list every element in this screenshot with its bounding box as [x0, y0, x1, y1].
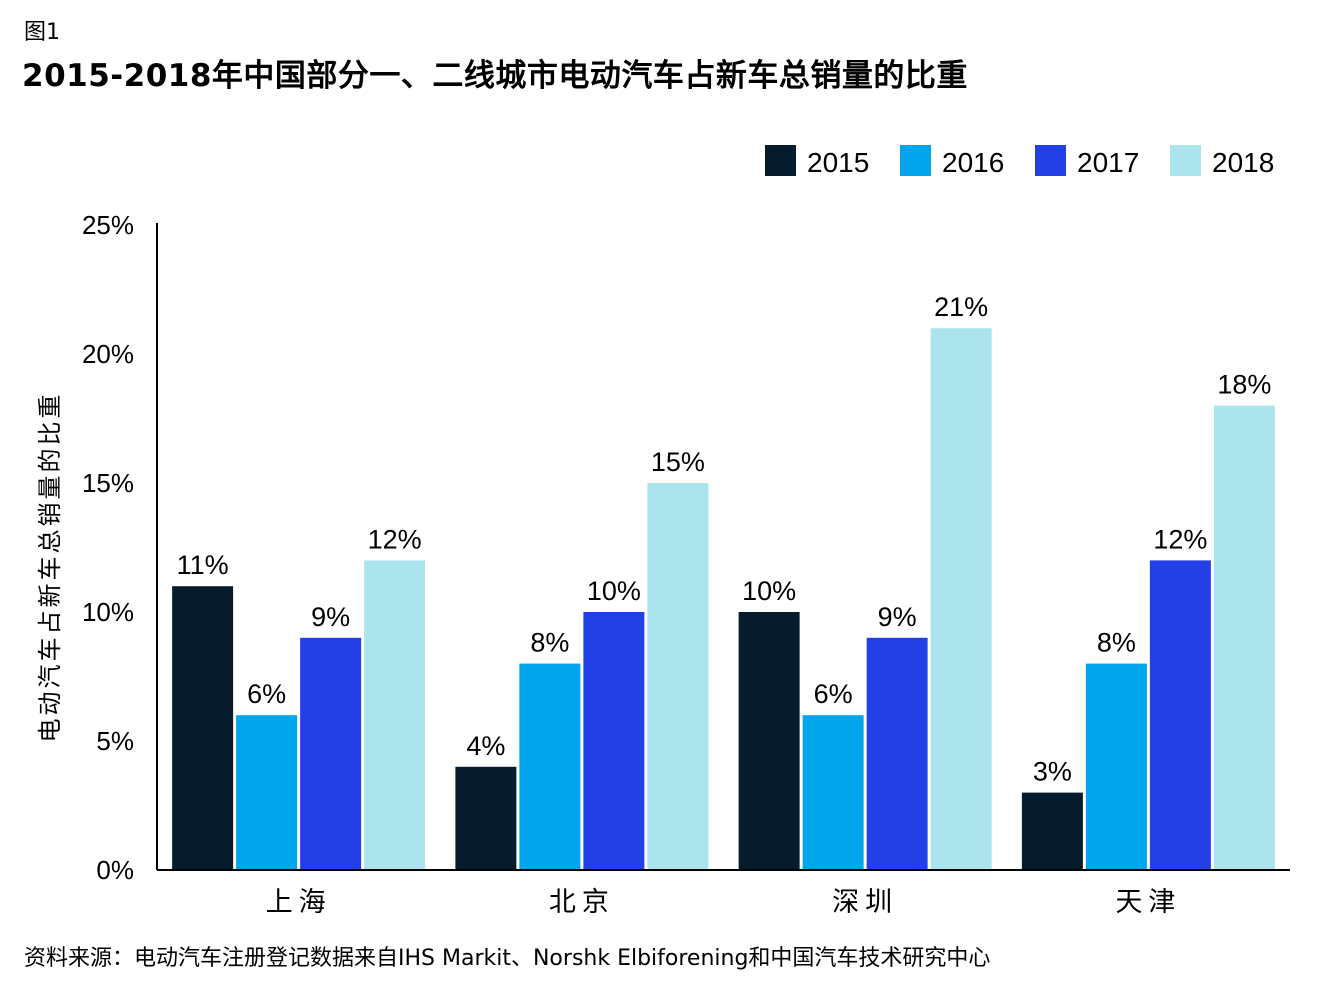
y-tick-label: 0% [96, 855, 134, 885]
bar-value-label: 6% [247, 679, 286, 709]
y-axis-label: 电动汽车占新车总销量的比重 [36, 392, 64, 743]
x-tick-label: 北京 [549, 887, 615, 918]
legend-swatch [1035, 145, 1066, 176]
bar-2018 [1213, 405, 1275, 870]
bar-2015 [172, 586, 234, 870]
bar-2016 [519, 663, 581, 870]
bar-2016 [1085, 663, 1147, 870]
bar-value-label: 6% [814, 679, 853, 709]
bar-2017 [866, 637, 928, 870]
bar-2017 [300, 637, 362, 870]
bar-value-label: 9% [311, 602, 350, 632]
legend-label: 2016 [942, 147, 1004, 178]
legend-swatch [1170, 145, 1201, 176]
y-axis: 0% 5% 10% 15% 20% 25% [82, 210, 158, 885]
y-tick-label: 20% [82, 339, 134, 369]
bar-labels-group: 11% 6% 9% 12% 4% 8% 10% 15% 10% 6% 9% 21% 3% 8% 12% 18% [177, 292, 1272, 786]
bar-value-label: 18% [1217, 370, 1271, 400]
bar-value-label: 4% [466, 731, 505, 761]
bar-value-label: 21% [934, 292, 988, 322]
bar-2016 [236, 715, 298, 870]
figure-label: 图1 [24, 20, 60, 45]
bar-value-label: 10% [742, 576, 796, 606]
legend-swatch [900, 145, 931, 176]
bar-value-label: 10% [587, 576, 641, 606]
bar-value-label: 15% [651, 447, 705, 477]
y-tick-label: 5% [96, 726, 134, 756]
bar-value-label: 8% [530, 628, 569, 658]
bar-value-label: 12% [1153, 524, 1207, 554]
bar-2016 [802, 715, 864, 870]
x-axis: 上海 北京 深圳 天津 [157, 869, 1290, 918]
legend-label: 2017 [1077, 147, 1139, 178]
legend: 2015 2016 2017 2018 [765, 145, 1274, 178]
bar-value-label: 3% [1033, 757, 1072, 787]
source-note: 资料来源：电动汽车注册登记数据来自IHS Markit、Norshk Elbif… [24, 946, 991, 971]
bars-group [172, 328, 1275, 870]
bar-2017 [1149, 560, 1211, 870]
bar-2015 [455, 766, 517, 870]
bar-2018 [930, 328, 992, 870]
x-tick-label: 天津 [1115, 887, 1181, 918]
bar-value-label: 11% [177, 550, 229, 580]
bar-value-label: 8% [1097, 628, 1136, 658]
bar-2015 [1021, 792, 1083, 870]
bar-2015 [738, 612, 800, 870]
chart-title: 2015-2018年中国部分一、二线城市电动汽车占新车总销量的比重 [22, 58, 968, 94]
bar-value-label: 12% [368, 524, 422, 554]
bar-2018 [647, 483, 709, 870]
legend-label: 2015 [807, 147, 869, 178]
bar-2017 [583, 612, 645, 870]
bar-2018 [364, 560, 426, 870]
y-tick-label: 10% [82, 597, 134, 627]
y-tick-label: 15% [82, 468, 134, 498]
y-tick-label: 25% [82, 210, 134, 240]
bar-value-label: 9% [878, 602, 917, 632]
legend-label: 2018 [1212, 147, 1274, 178]
x-tick-label: 上海 [266, 887, 332, 918]
x-tick-label: 深圳 [832, 887, 898, 918]
legend-swatch [765, 145, 796, 176]
